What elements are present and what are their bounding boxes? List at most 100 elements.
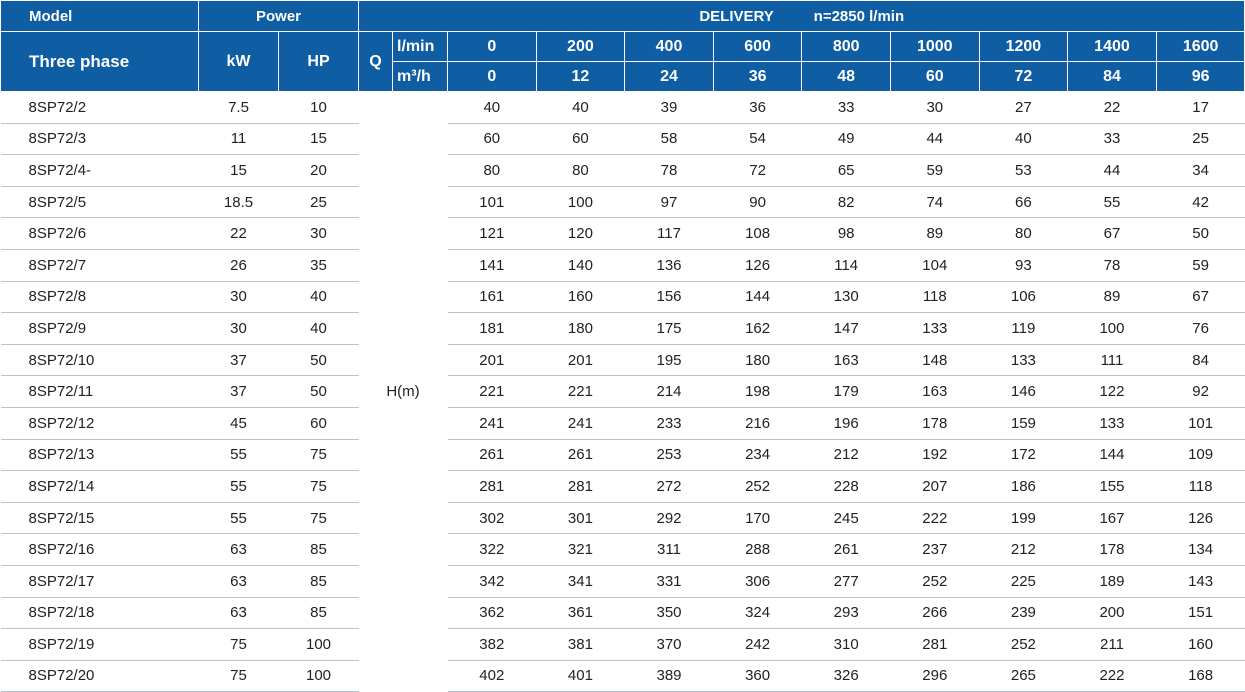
head-value-cell: 155 [1067,470,1157,503]
hp-cell: 50 [278,375,359,408]
head-value-cell: 222 [1067,660,1157,692]
head-value-cell: 370 [624,628,714,661]
head-value-cell: 212 [801,439,891,472]
flow-lmin-header: 1000 [889,31,980,62]
head-value-cell: 74 [890,186,980,219]
head-value-cell: 146 [979,375,1068,408]
head-value-cell: 50 [1156,217,1245,250]
kw-cell: 63 [198,533,279,566]
flow-m3h-header: 84 [1067,61,1157,92]
head-value-cell: 331 [624,565,714,598]
table-row: 8SP72/6 22 30 121 120 117 108 98 89 80 67 50 [0,217,1245,250]
three-phase-header: Three phase [0,31,199,92]
head-value-cell: 168 [1156,660,1245,692]
head-value-cell: 170 [713,502,802,535]
head-value-cell: 65 [801,154,891,187]
head-value-cell: 80 [536,154,625,187]
head-value-cell: 140 [536,249,625,282]
head-value-cell: 389 [624,660,714,692]
head-value-cell: 180 [713,344,802,377]
table-body: 8SP72/2 7.5 10 H(m) 40 40 39 36 33 30 27 22 17 8SP72/… [0,91,1245,692]
head-value-cell: 192 [890,439,980,472]
head-value-cell: 121 [447,217,537,250]
table-row: 8SP72/13 55 75 261 261 253 234 212 192 172 144 109 [0,439,1245,472]
hp-cell: 60 [278,407,359,440]
head-value-cell: 25 [1156,123,1245,156]
delivery-label: DELIVERY [699,7,774,25]
head-value-cell: 293 [801,597,891,630]
head-value-cell: 252 [713,470,802,503]
head-value-cell: 161 [447,281,537,314]
head-value-cell: 98 [801,217,891,250]
head-value-cell: 179 [801,375,891,408]
hp-cell: 75 [278,470,359,503]
head-value-cell: 111 [1067,344,1157,377]
table-row: 8SP72/19 75 100 382 381 370 242 310 281 252 211 160 [0,628,1245,661]
head-value-cell: 101 [447,186,537,219]
model-cell: 8SP72/17 [0,565,199,598]
head-value-cell: 133 [1067,407,1157,440]
model-cell: 8SP72/5 [0,186,199,219]
head-value-cell: 100 [536,186,625,219]
kw-cell: 11 [198,123,279,156]
head-value-cell: 189 [1067,565,1157,598]
kw-cell: 18.5 [198,186,279,219]
head-value-cell: 252 [979,628,1068,661]
table-row: 8SP72/16 63 85 322 321 311 288 261 237 212 178 134 [0,533,1245,566]
head-value-cell: 186 [979,470,1068,503]
flow-m3h-header: 48 [801,61,891,92]
head-value-cell: 114 [801,249,891,282]
head-value-cell: 199 [979,502,1068,535]
table-row: 8SP72/20 75 100 402 401 389 360 326 296 265 222 168 [0,660,1245,692]
table-row: 8SP72/4- 15 20 80 80 78 72 65 59 53 44 34 [0,154,1245,187]
head-value-cell: 266 [890,597,980,630]
kw-cell: 15 [198,154,279,187]
power-header: Power [197,0,360,32]
hp-cell: 85 [278,565,359,598]
flow-lmin-header: 600 [712,31,803,62]
head-value-cell: 76 [1156,312,1245,345]
head-value-cell: 90 [713,186,802,219]
head-value-cell: 42 [1156,186,1245,219]
hp-cell: 85 [278,597,359,630]
kw-cell: 30 [198,281,279,314]
model-cell: 8SP72/14 [0,470,199,503]
head-value-cell: 302 [447,502,537,535]
head-value-cell: 321 [536,533,625,566]
head-value-cell: 130 [801,281,891,314]
table-row: 8SP72/17 63 85 342 341 331 306 277 252 225 189 143 [0,565,1245,598]
head-value-cell: 253 [624,439,714,472]
kw-cell: 63 [198,597,279,630]
kw-cell: 45 [198,407,279,440]
head-label-cell: H(m) [386,383,420,401]
head-value-cell: 252 [890,565,980,598]
head-value-cell: 163 [801,344,891,377]
head-value-cell: 221 [447,375,537,408]
head-value-cell: 225 [979,565,1068,598]
model-cell: 8SP72/16 [0,533,199,566]
head-value-cell: 101 [1156,407,1245,440]
hp-cell: 100 [278,628,359,661]
head-value-cell: 212 [979,533,1068,566]
head-value-cell: 126 [713,249,802,282]
head-value-cell: 237 [890,533,980,566]
table-header: Model Power DELIVERY n=2850 l/min Three … [0,0,1245,92]
flow-lmin-header: 400 [624,31,714,62]
head-value-cell: 242 [713,628,802,661]
head-value-cell: 72 [713,154,802,187]
head-value-cell: 119 [979,312,1068,345]
head-value-cell: 160 [1156,628,1245,661]
head-value-cell: 89 [1067,281,1157,314]
flow-lmin-header: 0 [447,31,537,62]
head-value-cell: 160 [536,281,625,314]
head-value-cell: 78 [624,154,714,187]
model-cell: 8SP72/8 [0,281,199,314]
head-value-cell: 381 [536,628,625,661]
flow-lmin-header: 800 [801,31,891,62]
head-value-cell: 167 [1067,502,1157,535]
head-value-cell: 311 [624,533,714,566]
table-row: 8SP72/3 11 15 60 60 58 54 49 44 40 33 25 [0,123,1245,156]
head-value-cell: 198 [713,375,802,408]
head-value-cell: 141 [447,249,537,282]
